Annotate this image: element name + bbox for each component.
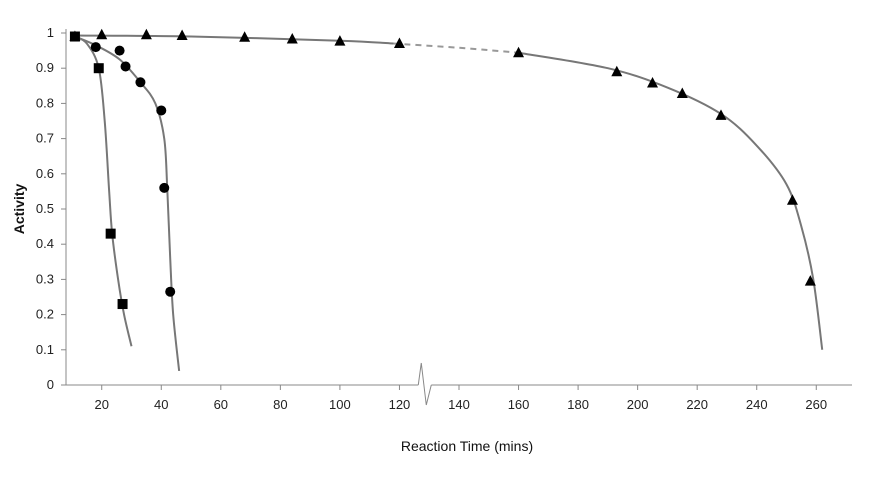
fit-curve-triangle-break bbox=[393, 42, 519, 54]
y-axis-title: Activity bbox=[11, 184, 27, 235]
triangle-marker bbox=[715, 109, 727, 120]
square-marker bbox=[117, 299, 128, 310]
x-tick-label: 40 bbox=[154, 397, 168, 412]
triangle-marker bbox=[69, 30, 81, 42]
y-tick-label: 0.1 bbox=[36, 342, 54, 357]
y-tick-label: 1 bbox=[47, 25, 54, 40]
x-tick-label: 20 bbox=[94, 397, 108, 412]
x-tick-label: 220 bbox=[686, 397, 708, 412]
circle-marker bbox=[156, 105, 167, 116]
triangle-marker bbox=[513, 46, 525, 58]
triangle-marker bbox=[96, 28, 108, 40]
x-tick-label: 160 bbox=[508, 397, 530, 412]
x-axis-title: Reaction Time (mins) bbox=[401, 438, 533, 454]
triangle-marker bbox=[786, 194, 798, 205]
triangle-marker bbox=[176, 29, 188, 40]
y-tick-label: 0.9 bbox=[36, 60, 54, 75]
y-tick-label: 0.4 bbox=[36, 236, 54, 251]
x-tick-label: 260 bbox=[805, 397, 827, 412]
x-tick-label: 80 bbox=[273, 397, 287, 412]
y-tick-label: 0.6 bbox=[36, 166, 54, 181]
y-tick-label: 0.2 bbox=[36, 307, 54, 322]
fit-curves bbox=[74, 34, 824, 372]
y-tick-label: 0.5 bbox=[36, 201, 54, 216]
square-marker bbox=[93, 63, 104, 74]
y-tick-label: 0.3 bbox=[36, 271, 54, 286]
x-tick-label: 200 bbox=[627, 397, 649, 412]
triangle-marker bbox=[804, 275, 816, 286]
x-tick-label: 120 bbox=[389, 397, 411, 412]
data-markers bbox=[69, 28, 816, 310]
triangle-marker bbox=[676, 87, 688, 99]
x-tick-label: 240 bbox=[746, 397, 768, 412]
square-marker bbox=[105, 228, 116, 239]
circle-marker bbox=[135, 77, 146, 88]
fit-curve-triangle-series bbox=[518, 51, 824, 350]
triangle-marker bbox=[140, 28, 152, 40]
circle-marker bbox=[120, 61, 131, 72]
axes bbox=[61, 29, 852, 406]
x-tick-label: 180 bbox=[567, 397, 589, 412]
circle-marker bbox=[159, 182, 170, 193]
triangle-marker bbox=[239, 31, 251, 42]
y-tick-label: 0 bbox=[47, 377, 54, 392]
triangle-marker bbox=[611, 65, 623, 77]
circle-marker bbox=[90, 42, 101, 53]
fit-curve-circle-series bbox=[74, 35, 181, 372]
triangle-marker bbox=[647, 76, 659, 88]
fit-curve-triangle-series bbox=[74, 34, 394, 45]
x-tick-label: 60 bbox=[214, 397, 228, 412]
y-tick-label: 0.7 bbox=[36, 131, 54, 146]
x-tick-label: 140 bbox=[448, 397, 470, 412]
x-tick-label: 100 bbox=[329, 397, 351, 412]
circle-marker bbox=[165, 286, 176, 297]
y-tick-label: 0.8 bbox=[36, 95, 54, 110]
triangle-marker bbox=[393, 37, 405, 49]
circle-marker bbox=[114, 45, 125, 56]
axis-break-mark bbox=[417, 362, 432, 406]
triangle-marker bbox=[334, 35, 346, 46]
triangle-marker bbox=[286, 32, 298, 44]
